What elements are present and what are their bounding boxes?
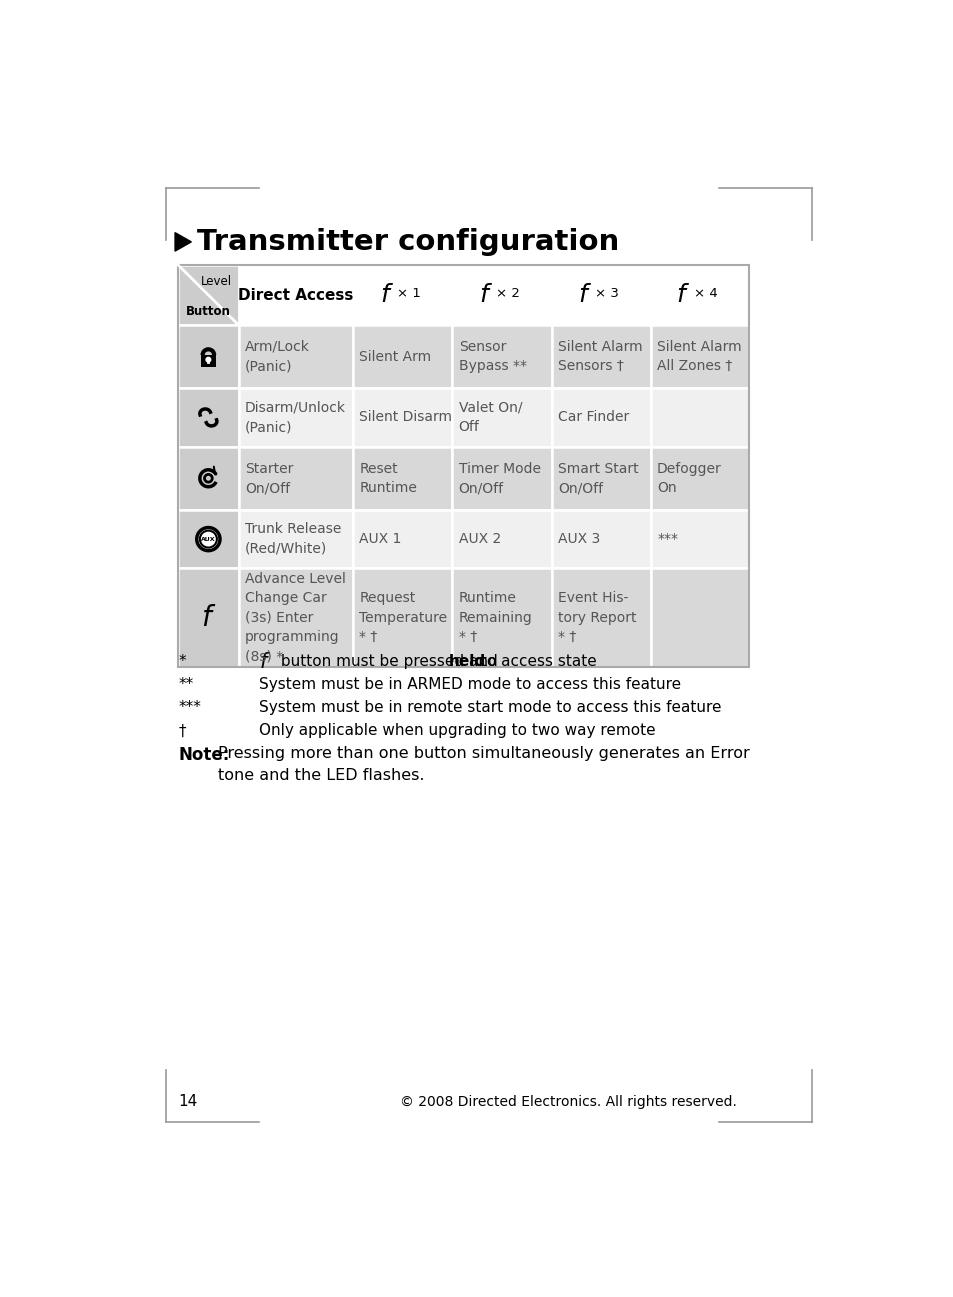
Text: AUX 3: AUX 3: [558, 532, 599, 546]
Bar: [650, 510, 748, 568]
Text: ***: ***: [657, 532, 678, 546]
Circle shape: [196, 528, 220, 551]
Text: × 2: × 2: [496, 287, 519, 300]
Polygon shape: [178, 265, 238, 326]
Bar: [353, 510, 452, 568]
Text: Silent Alarm
All Zones †: Silent Alarm All Zones †: [657, 340, 740, 374]
Text: Silent Disarm: Silent Disarm: [359, 410, 452, 424]
Bar: [200, 355, 216, 367]
Text: Smart Start
On/Off: Smart Start On/Off: [558, 462, 638, 495]
Text: Car Finder: Car Finder: [558, 410, 628, 424]
Polygon shape: [174, 232, 192, 252]
Text: $\mathit{f}$: $\mathit{f}$: [379, 283, 394, 307]
Text: $\mathit{f}$: $\mathit{f}$: [200, 603, 215, 632]
Bar: [238, 568, 353, 667]
Bar: [551, 510, 650, 568]
Bar: [551, 326, 650, 388]
Text: × 3: × 3: [595, 287, 618, 300]
Bar: [178, 510, 238, 568]
Text: Disarm/Unlock
(Panic): Disarm/Unlock (Panic): [245, 401, 345, 434]
Text: × 1: × 1: [396, 287, 420, 300]
Text: System must be in ARMED mode to access this feature: System must be in ARMED mode to access t…: [258, 677, 680, 693]
Text: Request
Temperature
* †: Request Temperature * †: [359, 591, 447, 645]
Bar: [551, 446, 650, 510]
Text: Only applicable when upgrading to two way remote: Only applicable when upgrading to two wa…: [258, 724, 655, 738]
Text: button must be pressed and: button must be pressed and: [275, 654, 502, 669]
Bar: [238, 446, 353, 510]
Bar: [178, 326, 238, 388]
Bar: [650, 568, 748, 667]
Bar: [551, 568, 650, 667]
Text: AUX: AUX: [201, 537, 215, 542]
Text: Defogger
On: Defogger On: [657, 462, 721, 495]
Text: $\mathit{f}$: $\mathit{f}$: [676, 283, 690, 307]
Bar: [650, 446, 748, 510]
Text: *: *: [178, 654, 186, 669]
Bar: [551, 388, 650, 446]
Text: **: **: [178, 677, 193, 693]
Text: Starter
On/Off: Starter On/Off: [245, 462, 293, 495]
Bar: [238, 510, 353, 568]
Text: AUX 1: AUX 1: [359, 532, 401, 546]
Text: Note:: Note:: [178, 746, 230, 764]
Text: Transmitter configuration: Transmitter configuration: [196, 228, 618, 256]
Bar: [353, 388, 452, 446]
Bar: [238, 388, 353, 446]
Text: Direct Access: Direct Access: [238, 288, 354, 302]
Text: Pressing more than one button simultaneously generates an Error
tone and the LED: Pressing more than one button simultaneo…: [218, 746, 749, 783]
Text: $\mathit{f}$: $\mathit{f}$: [578, 283, 592, 307]
Text: Silent Arm: Silent Arm: [359, 350, 431, 363]
Bar: [353, 326, 452, 388]
Text: ***: ***: [178, 700, 201, 715]
Bar: [650, 265, 748, 326]
Text: held: held: [448, 654, 485, 669]
Text: $\mathit{f}$: $\mathit{f}$: [258, 651, 271, 672]
Bar: [452, 510, 551, 568]
Text: Sensor
Bypass **: Sensor Bypass **: [458, 340, 526, 374]
Text: × 4: × 4: [693, 287, 717, 300]
Bar: [452, 446, 551, 510]
Bar: [178, 265, 748, 667]
Bar: [178, 265, 238, 326]
Text: 14: 14: [178, 1095, 197, 1109]
Text: to access state: to access state: [476, 654, 596, 669]
Bar: [353, 265, 452, 326]
Text: †: †: [178, 724, 186, 738]
Text: © 2008 Directed Electronics. All rights reserved.: © 2008 Directed Electronics. All rights …: [400, 1095, 737, 1109]
Text: Button: Button: [186, 305, 231, 318]
Bar: [353, 446, 452, 510]
Text: $\mathit{f}$: $\mathit{f}$: [478, 283, 493, 307]
Bar: [238, 265, 353, 326]
Bar: [178, 446, 238, 510]
Text: Timer Mode
On/Off: Timer Mode On/Off: [458, 462, 540, 495]
Text: Silent Alarm
Sensors †: Silent Alarm Sensors †: [558, 340, 642, 374]
Text: Runtime
Remaining
* †: Runtime Remaining * †: [458, 591, 532, 645]
Text: Advance Level
Change Car
(3s) Enter
programming
(8s) *: Advance Level Change Car (3s) Enter prog…: [245, 572, 345, 664]
Circle shape: [206, 358, 211, 362]
Bar: [452, 568, 551, 667]
Text: Valet On/
Off: Valet On/ Off: [458, 401, 521, 434]
Bar: [452, 265, 551, 326]
Text: Trunk Release
(Red/White): Trunk Release (Red/White): [245, 523, 341, 556]
Text: Event His-
tory Report
* †: Event His- tory Report * †: [558, 591, 636, 645]
Text: Reset
Runtime: Reset Runtime: [359, 462, 416, 495]
Text: AUX 2: AUX 2: [458, 532, 500, 546]
Bar: [551, 265, 650, 326]
Bar: [178, 568, 238, 667]
Bar: [178, 388, 238, 446]
Text: Level: Level: [201, 275, 233, 288]
Bar: [650, 326, 748, 388]
Bar: [238, 326, 353, 388]
Text: Arm/Lock
(Panic): Arm/Lock (Panic): [245, 340, 310, 374]
Bar: [452, 388, 551, 446]
Bar: [650, 388, 748, 446]
Bar: [353, 568, 452, 667]
Bar: [452, 326, 551, 388]
Polygon shape: [178, 265, 238, 326]
Text: System must be in remote start mode to access this feature: System must be in remote start mode to a…: [258, 700, 720, 715]
